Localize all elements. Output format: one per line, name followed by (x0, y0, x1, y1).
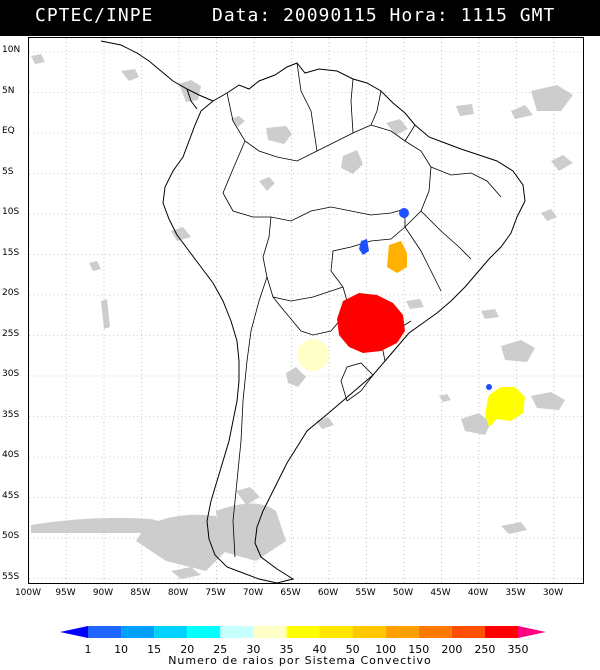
colorbar-tick-label: 35 (279, 643, 294, 656)
lat-label: 45S (2, 490, 20, 501)
lon-label: 60W (317, 588, 339, 598)
lon-label: 50W (392, 588, 414, 598)
lat-label: 5N (2, 85, 15, 96)
lon-label: 35W (505, 588, 526, 598)
lon-label: 85W (130, 588, 151, 598)
colorbar-tick-label: 15 (147, 643, 162, 656)
cell-yellow (485, 387, 525, 427)
lat-label: 15S (2, 247, 20, 258)
lon-label: 45W (430, 588, 451, 598)
lat-label: 30S (2, 369, 20, 379)
colorbar-tick-label: 20 (180, 643, 195, 656)
cloud-cover (31, 54, 573, 579)
lon-label: 65W (280, 588, 301, 598)
lat-label: EQ (2, 126, 15, 136)
lon-label: 95W (55, 588, 76, 598)
cell-pale (297, 339, 329, 371)
colorbar-segment (220, 626, 254, 638)
cell-blue-3 (486, 384, 492, 390)
colorbar-tick-label: 10 (114, 643, 129, 656)
lat-label: 10S (2, 207, 20, 217)
colorbar-caption: Numero de raios por Sistema Convectivo (168, 654, 432, 667)
colorbar-segment (385, 626, 419, 638)
lon-label: 30W (542, 588, 564, 598)
lon-label: 90W (92, 588, 114, 598)
lon-label: 70W (242, 588, 264, 598)
colorbar-segment (286, 626, 320, 638)
lat-label: 5S (2, 166, 14, 177)
colorbar-segment (518, 626, 546, 638)
colorbar-tick-label: 200 (441, 643, 463, 656)
lon-label: 100W (14, 588, 42, 598)
cell-blue-2 (359, 239, 369, 255)
cell-blue-1 (399, 208, 409, 218)
cell-orange (387, 241, 407, 273)
lat-label: 25S (2, 328, 20, 339)
lat-label: 50S (2, 531, 20, 541)
lon-label: 40W (467, 588, 489, 598)
lat-label: 35S (2, 409, 20, 420)
colorbar-tick-label: 1 (84, 643, 92, 656)
colorbar-tick-label: 25 (213, 643, 228, 656)
colorbar-tick-label: 50 (345, 643, 360, 656)
lat-label: 20S (2, 288, 20, 298)
convective-cells (297, 208, 525, 427)
lon-label: 75W (205, 588, 226, 598)
source-label: CPTEC/INPE (35, 5, 154, 26)
colorbar (60, 626, 546, 638)
colorbar-segment (88, 626, 122, 638)
colorbar-segment (484, 626, 518, 638)
colorbar-segment (253, 626, 287, 638)
coastline (100, 40, 526, 583)
colorbar-segment (319, 626, 353, 638)
colorbar-tick-label: 40 (312, 643, 327, 656)
colorbar-segment (154, 626, 188, 638)
lat-label: 10N (2, 45, 21, 55)
lon-label: 55W (355, 588, 376, 598)
colorbar-tick-label: 250 (474, 643, 496, 656)
colorbar-tick-label: 100 (375, 643, 397, 656)
colorbar-segment (418, 626, 452, 638)
cell-red (337, 293, 405, 353)
lon-label: 80W (167, 588, 189, 598)
colorbar-tick-label: 150 (408, 643, 430, 656)
date-time-label: Data: 20090115 Hora: 1115 GMT (212, 5, 556, 26)
title-bar: CPTEC/INPE Data: 20090115 Hora: 1115 GMT (0, 0, 600, 36)
colorbar-segment (60, 626, 88, 638)
colorbar-tick-label: 350 (507, 643, 529, 656)
colorbar-tick-label: 30 (246, 643, 261, 656)
lat-label: 55S (2, 571, 20, 582)
lat-label: 40S (2, 450, 20, 460)
colorbar-segment (451, 626, 485, 638)
colorbar-segment (352, 626, 386, 638)
colorbar-segment (187, 626, 221, 638)
colorbar-segment (121, 626, 155, 638)
map-frame (28, 37, 584, 584)
map-canvas (29, 38, 583, 583)
